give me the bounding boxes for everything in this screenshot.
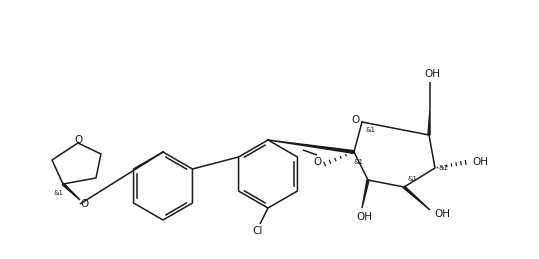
Text: O: O bbox=[313, 157, 321, 167]
Polygon shape bbox=[428, 108, 430, 135]
Text: &1: &1 bbox=[438, 165, 448, 171]
Polygon shape bbox=[268, 140, 354, 153]
Text: O: O bbox=[74, 135, 82, 145]
Text: OH: OH bbox=[434, 209, 450, 219]
Text: OH: OH bbox=[424, 69, 440, 79]
Text: &1: &1 bbox=[407, 176, 417, 182]
Polygon shape bbox=[403, 186, 430, 210]
Text: Cl: Cl bbox=[253, 226, 263, 236]
Text: OH: OH bbox=[356, 212, 372, 222]
Text: &1: &1 bbox=[353, 159, 363, 165]
Polygon shape bbox=[63, 183, 80, 200]
Text: OH: OH bbox=[472, 157, 488, 167]
Text: &1: &1 bbox=[365, 127, 375, 133]
Text: O: O bbox=[80, 199, 88, 209]
Text: O: O bbox=[351, 115, 359, 125]
Text: &1: &1 bbox=[53, 190, 63, 196]
Polygon shape bbox=[362, 180, 369, 208]
